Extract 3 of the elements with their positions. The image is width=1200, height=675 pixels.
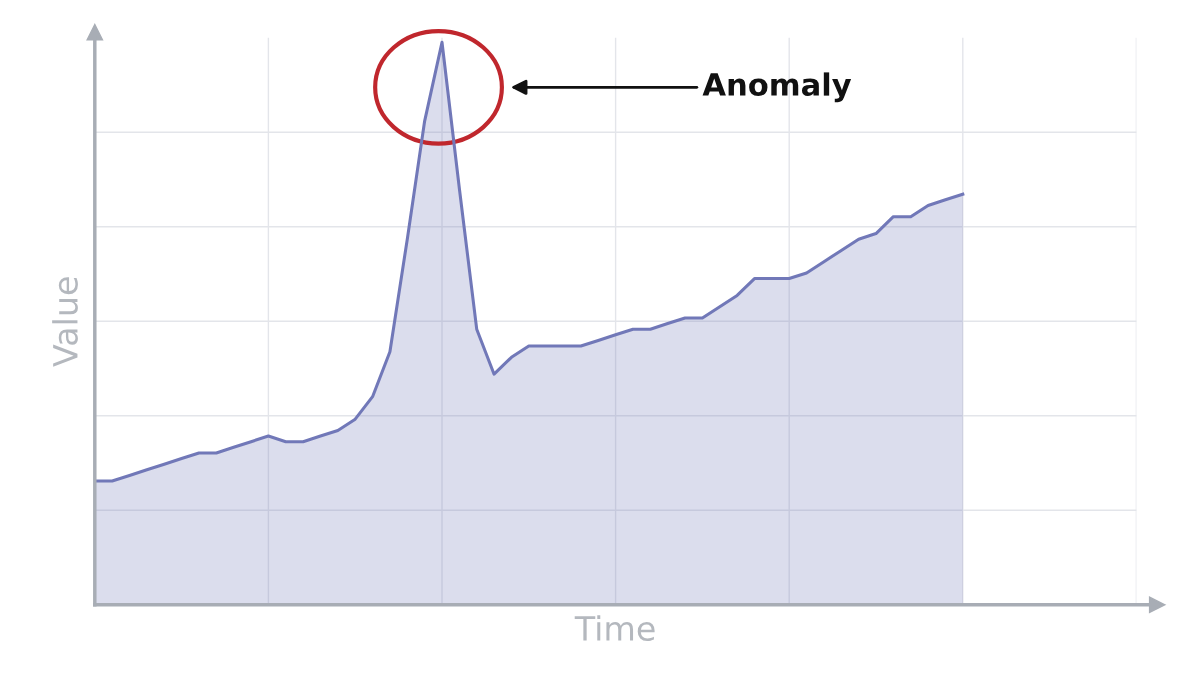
- annotation: Anomaly: [702, 72, 852, 103]
- x-axis-title: Time: [574, 615, 655, 642]
- y-axis-title: Value: [52, 277, 78, 367]
